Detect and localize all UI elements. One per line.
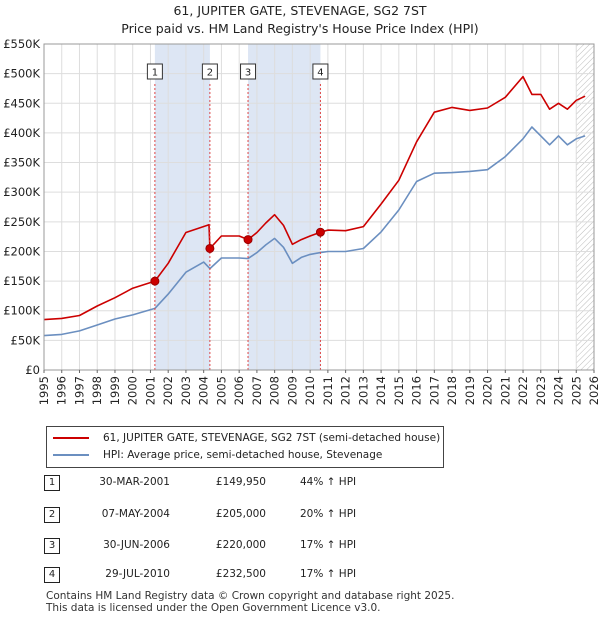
x-tick-label: 2008 xyxy=(268,376,282,405)
sale-price: £149,950 xyxy=(215,476,266,488)
y-tick-label: £450K xyxy=(3,96,40,110)
x-tick-label: 2019 xyxy=(463,376,477,405)
y-tick-label: £400K xyxy=(3,126,40,140)
sale-date: 07-MAY-2004 xyxy=(101,508,170,520)
sale-marker-box xyxy=(201,63,218,80)
legend-label-hpi: HPI: Average price, semi-detached house,… xyxy=(103,449,383,461)
y-tick-label: £200K xyxy=(3,244,40,258)
x-tick-label: 2014 xyxy=(374,376,388,405)
x-tick-label: 2021 xyxy=(498,376,512,405)
y-tick-label: £300K xyxy=(3,185,40,199)
sale-hpi-change: 20% ↑ HPI xyxy=(300,508,357,520)
sale-date: 29-JUL-2010 xyxy=(105,568,170,580)
sale-hpi-change: 44% ↑ HPI xyxy=(300,476,357,488)
sale-number: 1 xyxy=(44,475,60,491)
y-tick-label: £50K xyxy=(11,333,41,347)
y-tick-label: £0 xyxy=(25,363,40,377)
hpi-line xyxy=(43,126,586,337)
x-tick-label: 2001 xyxy=(143,376,157,405)
sale-hpi-change: 17% ↑ HPI xyxy=(300,539,357,551)
sale-marker-box xyxy=(146,63,163,80)
x-tick-label: 2022 xyxy=(516,376,530,405)
forecast-hatch xyxy=(576,44,594,370)
legend: 61, JUPITER GATE, STEVENAGE, SG2 7ST (se… xyxy=(46,426,444,468)
x-tick-label: 2023 xyxy=(534,376,548,405)
x-tick-label: 2025 xyxy=(569,376,583,405)
x-tick-label: 2002 xyxy=(161,376,175,405)
x-tick-label: 1997 xyxy=(72,376,86,405)
sale-marker-label: 3 xyxy=(245,68,251,79)
sale-number: 4 xyxy=(44,567,60,583)
x-tick-label: 2007 xyxy=(250,376,264,405)
y-tick-label: £250K xyxy=(3,215,40,229)
x-tick-label: 1999 xyxy=(108,376,122,405)
x-tick-label: 2003 xyxy=(179,376,193,405)
x-tick-label: 2012 xyxy=(339,376,353,405)
sale-point xyxy=(315,227,325,237)
sale-date: 30-JUN-2006 xyxy=(103,539,170,551)
x-tick-label: 1998 xyxy=(90,376,104,405)
sale-number: 3 xyxy=(44,538,60,554)
x-tick-label: 2006 xyxy=(232,376,246,405)
footer-licence: This data is licensed under the Open Gov… xyxy=(46,602,381,614)
sale-marker-box xyxy=(312,63,329,80)
sale-marker-label: 1 xyxy=(152,68,158,79)
x-tick-label: 1995 xyxy=(37,376,51,405)
sale-marker-box xyxy=(240,63,257,80)
legend-swatch-property xyxy=(53,437,89,439)
chart-title: 61, JUPITER GATE, STEVENAGE, SG2 7ST xyxy=(173,3,427,18)
sale-point xyxy=(150,276,160,286)
x-tick-label: 2024 xyxy=(552,376,566,405)
sale-number: 2 xyxy=(44,507,60,523)
property-price-line xyxy=(43,75,586,321)
y-tick-label: £150K xyxy=(3,274,40,288)
y-tick-label: £100K xyxy=(3,304,40,318)
x-tick-label: 2013 xyxy=(356,376,370,405)
x-tick-label: 2020 xyxy=(481,376,495,405)
sale-date: 30-MAR-2001 xyxy=(99,476,170,488)
x-tick-label: 2017 xyxy=(427,376,441,405)
legend-item-hpi: HPI: Average price, semi-detached house,… xyxy=(53,447,382,463)
x-tick-label: 2026 xyxy=(587,376,600,405)
legend-item-property: 61, JUPITER GATE, STEVENAGE, SG2 7ST (se… xyxy=(53,430,440,446)
y-tick-label: £350K xyxy=(3,156,40,170)
plot-frame xyxy=(43,43,595,371)
shaded-period xyxy=(154,44,210,370)
legend-label-property: 61, JUPITER GATE, STEVENAGE, SG2 7ST (se… xyxy=(103,432,441,444)
x-tick-label: 2004 xyxy=(197,376,211,405)
x-tick-label: 2015 xyxy=(392,376,406,405)
y-tick-label: £500K xyxy=(3,67,40,81)
x-tick-label: 2018 xyxy=(445,376,459,405)
sale-point xyxy=(243,235,253,245)
sale-price: £205,000 xyxy=(215,508,266,520)
x-tick-label: 2005 xyxy=(214,376,228,405)
sale-marker-label: 2 xyxy=(207,68,213,79)
x-tick-label: 1996 xyxy=(55,376,69,405)
sale-price: £220,000 xyxy=(215,539,266,551)
price-chart: 1 2 3 4 £0 £50K £100K £150K £200K £250K £300K £350… xyxy=(3,37,600,405)
y-tick-label: £550K xyxy=(3,37,40,51)
sale-price: £232,500 xyxy=(215,568,266,580)
sale-hpi-change: 17% ↑ HPI xyxy=(300,568,357,580)
x-tick-label: 2016 xyxy=(410,376,424,405)
chart-subtitle: Price paid vs. HM Land Registry's House … xyxy=(121,21,479,36)
x-tick-label: 2009 xyxy=(285,376,299,405)
x-tick-label: 2010 xyxy=(303,376,317,405)
shaded-period xyxy=(248,44,321,370)
footer-copyright: Contains HM Land Registry data © Crown c… xyxy=(46,590,455,602)
x-tick-label: 2000 xyxy=(126,376,140,405)
legend-swatch-hpi xyxy=(53,454,89,456)
sale-point xyxy=(205,243,215,253)
x-tick-label: 2011 xyxy=(321,376,335,405)
sale-marker-label: 4 xyxy=(317,68,323,79)
